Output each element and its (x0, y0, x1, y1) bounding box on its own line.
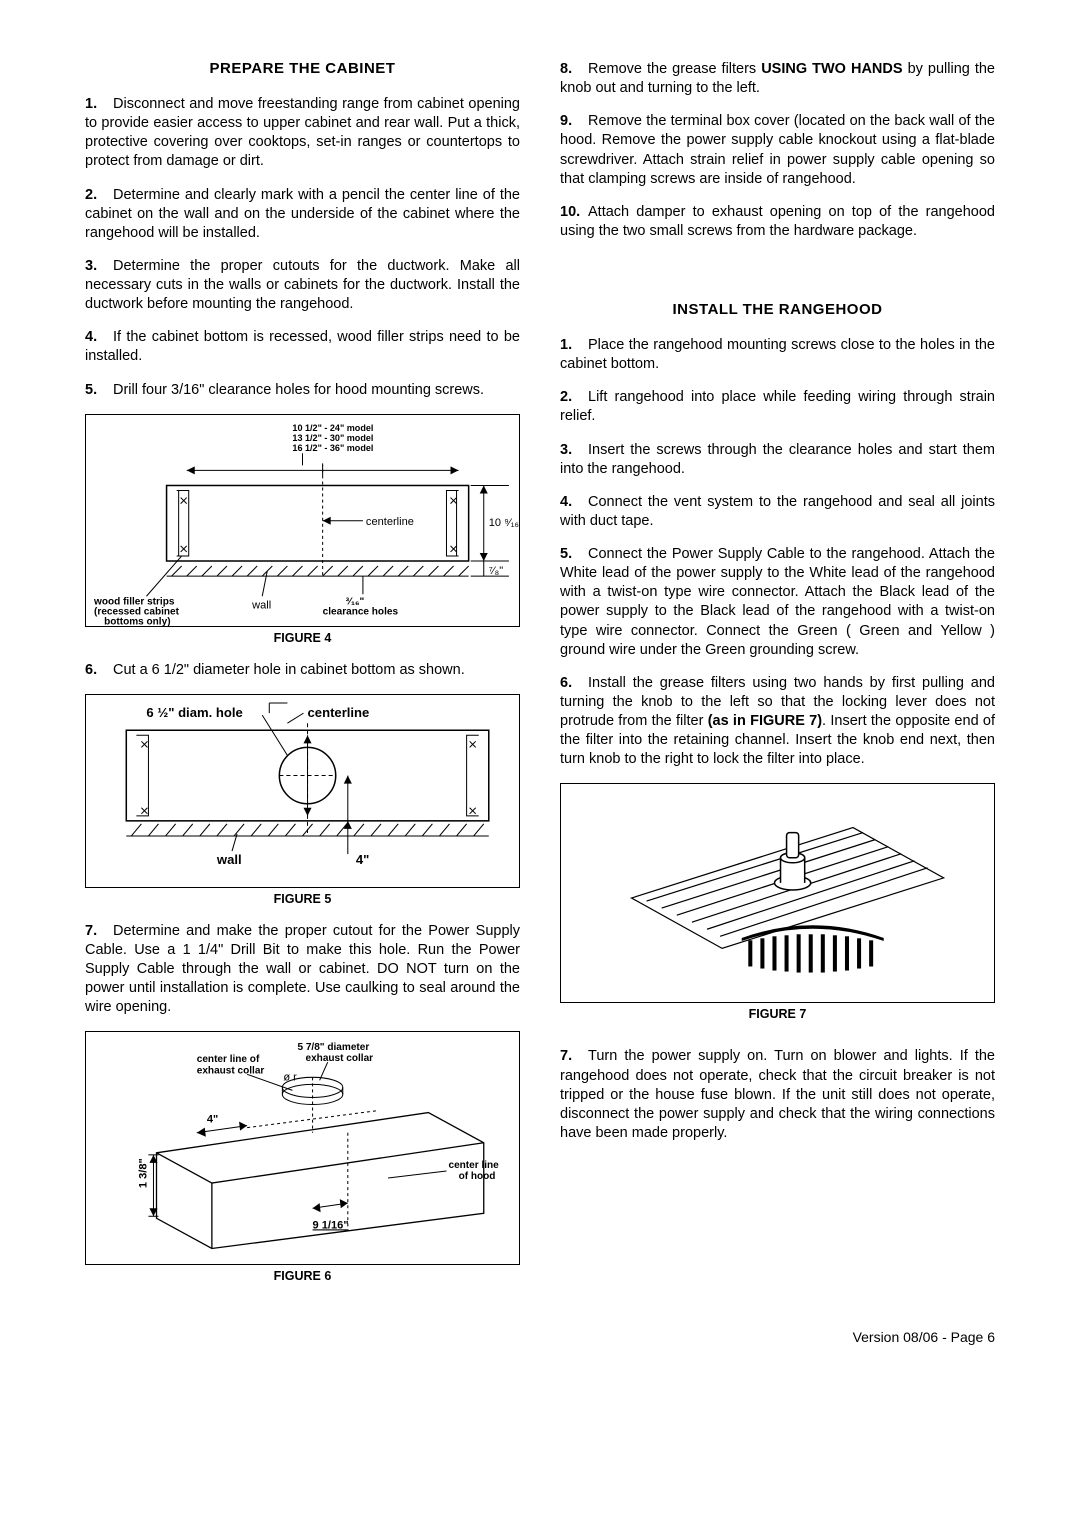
install-step-1: 1.Place the rangehood mounting screws cl… (560, 336, 995, 374)
figure-6-diagram: 5 7/8" diameter exhaust collar center li… (85, 1031, 520, 1265)
page-footer: Version 08/06 - Page 6 (85, 1329, 995, 1345)
left-step-4: 4.If the cabinet bottom is recessed, woo… (85, 328, 520, 366)
svg-text:⁷⁄₈": ⁷⁄₈" (489, 565, 503, 577)
right-column: 8.Remove the grease filters USING TWO HA… (560, 60, 995, 1299)
right-step-9: 9.Remove the terminal box cover (located… (560, 112, 995, 189)
install-step-3: 3.Insert the screws through the clearanc… (560, 441, 995, 479)
left-step-1: 1.Disconnect and move freestanding range… (85, 95, 520, 172)
svg-text:centerline: centerline (308, 705, 370, 720)
svg-text:1 3/8": 1 3/8" (137, 1158, 149, 1188)
install-step-2: 2.Lift rangehood into place while feedin… (560, 388, 995, 426)
svg-text:exhaust collar: exhaust collar (197, 1065, 265, 1076)
left-step-7: 7.Determine and make the proper cutout f… (85, 922, 520, 1018)
right-step-10: 10.Attach damper to exhaust opening on t… (560, 203, 995, 241)
figure-5-diagram: 6 ½" diam. hole centerline (85, 694, 520, 887)
svg-text:ø r: ø r (283, 1071, 297, 1083)
install-step-6: 6.Install the grease filters using two h… (560, 674, 995, 770)
svg-text:10 1/2" - 24" model: 10 1/2" - 24" model (292, 423, 373, 433)
left-step-3: 3.Determine the proper cutouts for the d… (85, 257, 520, 314)
right-step-8: 8.Remove the grease filters USING TWO HA… (560, 60, 995, 98)
install-step-5: 5.Connect the Power Supply Cable to the … (560, 545, 995, 660)
svg-text:6 ½" diam. hole: 6 ½" diam. hole (146, 705, 242, 720)
svg-text:4": 4" (207, 1114, 218, 1126)
svg-text:center line of: center line of (197, 1054, 260, 1065)
left-step-5: 5.Drill four 3/16" clearance holes for h… (85, 381, 520, 400)
svg-text:5 7/8" diameter: 5 7/8" diameter (297, 1042, 369, 1053)
left-step-2: 2.Determine and clearly mark with a penc… (85, 186, 520, 243)
svg-text:exhaust collar: exhaust collar (306, 1053, 374, 1064)
two-column-layout: PREPARE THE CABINET 1.Disconnect and mov… (85, 60, 995, 1299)
heading-prepare-cabinet: PREPARE THE CABINET (85, 60, 520, 77)
svg-text:centerline: centerline (366, 515, 414, 527)
svg-text:4": 4" (356, 852, 369, 867)
figure-5-caption: FIGURE 5 (85, 892, 520, 906)
svg-text:of hood: of hood (459, 1171, 496, 1182)
svg-text:wall: wall (216, 852, 242, 867)
svg-text:wall: wall (251, 599, 271, 611)
svg-text:clearance holes: clearance holes (323, 606, 399, 617)
left-column: PREPARE THE CABINET 1.Disconnect and mov… (85, 60, 520, 1299)
figure-4-diagram: 10 1/2" - 24" model 13 1/2" - 30" model … (85, 414, 520, 627)
install-step-4: 4.Connect the vent system to the rangeho… (560, 493, 995, 531)
figure-7-caption: FIGURE 7 (560, 1007, 995, 1021)
figure-6-caption: FIGURE 6 (85, 1269, 520, 1283)
left-step-6: 6.Cut a 6 1/2" diameter hole in cabinet … (85, 661, 520, 680)
svg-text:16 1/2" - 36" model: 16 1/2" - 36" model (292, 443, 373, 453)
heading-install-rangehood: INSTALL THE RANGEHOOD (560, 301, 995, 318)
figure-4-caption: FIGURE 4 (85, 631, 520, 645)
svg-text:13 1/2" - 30" model: 13 1/2" - 30" model (292, 433, 373, 443)
svg-text:10 ⁹⁄₁₆": 10 ⁹⁄₁₆" (489, 516, 520, 528)
svg-text:9 1/16": 9 1/16" (313, 1219, 349, 1231)
svg-text:center line: center line (449, 1160, 500, 1171)
install-step-7: 7.Turn the power supply on. Turn on blow… (560, 1047, 995, 1143)
figure-7-diagram (560, 783, 995, 1003)
svg-text:bottoms only): bottoms only) (104, 616, 170, 627)
